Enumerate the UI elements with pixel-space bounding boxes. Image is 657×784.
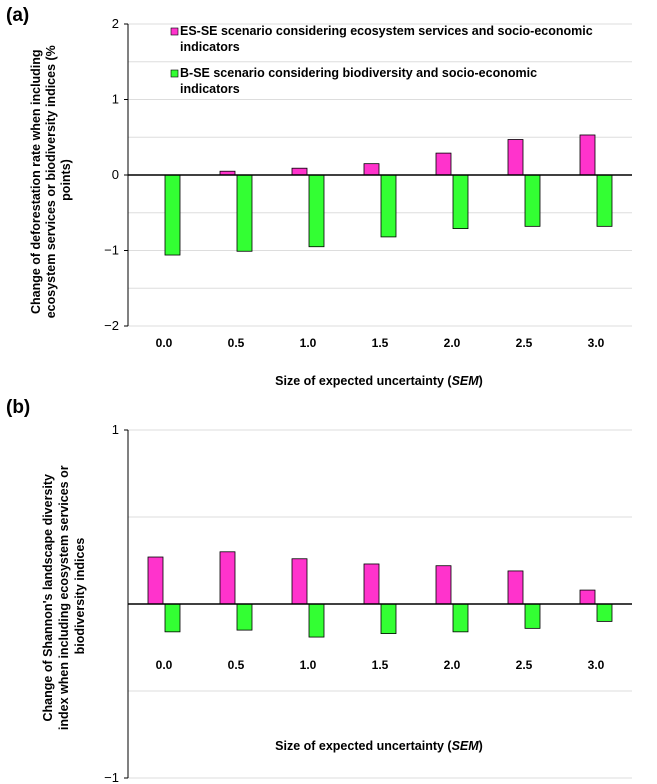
panel-b-x-title-end: ) <box>479 739 483 753</box>
panel-a-y-axis-title: Change of deforestation rate when includ… <box>29 42 73 319</box>
panel-b-bars <box>147 551 613 638</box>
panel-b-x-category-label: 0.0 <box>156 658 173 672</box>
panel-a-y-tick-label: 1 <box>112 92 119 107</box>
panel-a-bar-b-se-1.0 <box>308 174 325 248</box>
panel-b-bar-b-se-1.5 <box>380 603 397 634</box>
panel-a-bar-b-se-0.5 <box>236 174 253 252</box>
panel-a-y-tick-label: −1 <box>104 243 119 258</box>
panel-b-bar-b-se-3.0 <box>596 603 613 622</box>
panel-b-y-title-line-1: Change of Shannon's landscape diversity <box>41 474 55 722</box>
panel-a-y-title-line-1: Change of deforestation rate when includ… <box>29 49 43 314</box>
panel-b-bar-b-se-0.0 <box>164 603 181 633</box>
panel-b-gridlines <box>128 429 632 779</box>
panel-a-legend: ES-SE scenario considering ecosystem ser… <box>170 24 596 96</box>
legend-swatch-es-se <box>170 27 179 36</box>
panel-a-x-title-italic: SEM <box>452 374 480 388</box>
panel-a-x-title-end: ) <box>479 374 483 388</box>
legend-b-se-line-2: indicators <box>180 82 240 96</box>
panel-b-axes <box>124 429 632 779</box>
panel-a-bar-es-se-1.5 <box>363 163 380 176</box>
panel-a-x-category-label: 1.5 <box>372 336 389 350</box>
panel-b-x-title-italic: SEM <box>452 739 480 753</box>
panel-a-bar-b-se-2.5 <box>524 174 541 227</box>
panel-a-bar-b-se-1.5 <box>380 174 397 238</box>
panel-b-bar-b-se-0.5 <box>236 603 253 631</box>
panel-b-bar-b-se-1.0 <box>308 603 325 638</box>
panel-b-bar-es-se-1.0 <box>291 558 308 605</box>
panel-b-x-category-label: 1.5 <box>372 658 389 672</box>
panel-a-bar-es-se-3.0 <box>579 134 596 176</box>
panel-a-bar-b-se-0.0 <box>164 174 181 256</box>
panel-b-bar-es-se-0.0 <box>147 556 164 605</box>
panel-a-gridlines <box>128 23 632 327</box>
panel-b-y-title-line-2: index when including ecosystem services … <box>57 465 71 730</box>
panel-a-y-tick-label: −2 <box>104 318 119 333</box>
panel-b-x-category-label: 0.5 <box>228 658 245 672</box>
panel-a-y-title-line-3: points) <box>59 159 73 201</box>
legend-b-se-line-1: B-SE scenario considering biodiversity a… <box>180 66 537 80</box>
panel-a-x-axis-title: Size of expected uncertainty (SEM) <box>275 374 483 388</box>
panel-b-x-category-label: 2.0 <box>444 658 461 672</box>
panel-a-bar-es-se-2.0 <box>435 152 452 176</box>
panel-a-bar-b-se-2.0 <box>452 174 469 230</box>
panel-a-x-title-main: Size of expected uncertainty ( <box>275 374 452 388</box>
panel-b-y-ticks: 1 −1 <box>104 422 119 784</box>
panel-a-bar-b-se-3.0 <box>596 174 613 227</box>
panel-a-y-tick-label: 0 <box>112 167 119 182</box>
legend-es-se-line-1: ES-SE scenario considering ecosystem ser… <box>180 24 593 38</box>
panel-b-x-category-label: 2.5 <box>516 658 533 672</box>
panel-b-x-title-main: Size of expected uncertainty ( <box>275 739 452 753</box>
panel-b-y-axis-title: Change of Shannon's landscape diversity … <box>41 462 87 730</box>
panel-b-bar-es-se-2.5 <box>507 570 524 605</box>
legend-label-b-se: B-SE scenario considering biodiversity a… <box>180 66 541 96</box>
panel-a-x-category-label: 1.0 <box>300 336 317 350</box>
panel-a-y-ticks: 2 1 0 −1 −2 <box>104 16 119 333</box>
panel-b-bar-es-se-3.0 <box>579 589 596 605</box>
panel-b-y-tick-label: −1 <box>104 770 119 784</box>
panel-b-x-category-label: 1.0 <box>300 658 317 672</box>
panel-b-label: (b) <box>6 397 30 418</box>
panel-b-bar-es-se-2.0 <box>435 565 452 605</box>
panel-a-y-tick-label: 2 <box>112 16 119 31</box>
panel-a-bars <box>164 134 613 256</box>
panel-b-x-categories: 0.0 0.5 1.0 1.5 2.0 2.5 3.0 <box>156 658 605 672</box>
panel-a-x-category-label: 0.5 <box>228 336 245 350</box>
panel-a-axes <box>124 23 632 327</box>
panel-b-bar-es-se-1.5 <box>363 563 380 605</box>
panel-a-bar-es-se-2.5 <box>507 139 524 176</box>
panel-a-x-category-label: 2.0 <box>444 336 461 350</box>
panel-a-label: (a) <box>6 5 29 26</box>
panel-b-bar-b-se-2.0 <box>452 603 469 633</box>
panel-b-bar-es-se-0.5 <box>219 551 236 605</box>
panel-a-x-category-label: 2.5 <box>516 336 533 350</box>
legend-swatch-b-se <box>170 69 179 78</box>
panel-a-x-category-label: 0.0 <box>156 336 173 350</box>
panel-a-x-categories: 0.0 0.5 1.0 1.5 2.0 2.5 3.0 <box>156 336 605 350</box>
legend-es-se-line-2: indicators <box>180 40 240 54</box>
panel-b-x-axis-title: Size of expected uncertainty (SEM) <box>275 739 483 753</box>
panel-a-bar-es-se-1.0 <box>291 167 308 176</box>
legend-label-es-se: ES-SE scenario considering ecosystem ser… <box>180 24 596 54</box>
panel-a-x-category-label: 3.0 <box>588 336 605 350</box>
panel-b-bar-b-se-2.5 <box>524 603 541 629</box>
panel-b-x-category-label: 3.0 <box>588 658 605 672</box>
panel-b-y-title-line-3: biodiversity indices <box>73 538 87 655</box>
panel-a-y-title-line-2: ecosystem services or biodiversity indic… <box>44 45 58 318</box>
panel-b-y-tick-label: 1 <box>112 422 119 437</box>
